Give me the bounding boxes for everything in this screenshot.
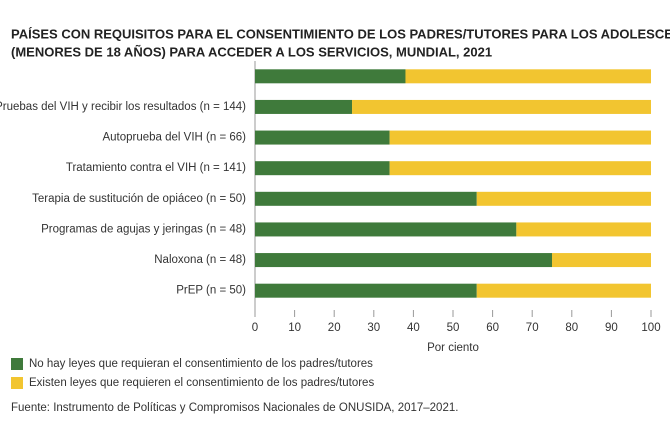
- bar-segment: [255, 130, 390, 145]
- x-tick-label: 50: [447, 322, 460, 334]
- x-axis-label: Por ciento: [427, 342, 479, 354]
- bar-segment: [255, 191, 477, 206]
- y-tick-label: Naloxona (n = 48): [154, 254, 246, 266]
- x-tick-label: 100: [641, 322, 660, 334]
- bar-segment: [255, 222, 517, 237]
- legend-label: No hay leyes que requieran el consentimi…: [29, 358, 373, 370]
- y-tick-label: Tratamiento contra el VIH (n = 141): [66, 162, 246, 174]
- y-tick-label: Autoprueba del VIH (n = 66): [102, 132, 246, 144]
- legend-swatch: [11, 377, 23, 389]
- x-tick-label: 60: [486, 322, 499, 334]
- source-note: Fuente: Instrumento de Políticas y Compr…: [11, 402, 458, 414]
- x-tick-label: 40: [407, 322, 420, 334]
- bar-segment: [255, 283, 477, 298]
- bar-segment: [516, 222, 651, 237]
- bar-segment: [352, 99, 651, 114]
- x-tick-label: 80: [565, 322, 578, 334]
- y-tick-label: Programas de agujas y jeringas (n = 48): [41, 223, 246, 235]
- bar-segment: [405, 69, 651, 84]
- chart-title: PAÍSES CON REQUISITOS PARA EL CONSENTIMI…: [11, 26, 670, 41]
- y-tick-label: PrEP (n = 50): [176, 285, 246, 297]
- bar-segment: [389, 130, 651, 145]
- x-tick-label: 30: [367, 322, 380, 334]
- bar-segment: [476, 191, 651, 206]
- x-tick-label: 90: [605, 322, 618, 334]
- legend-swatch: [11, 358, 23, 370]
- bar-segment: [255, 253, 552, 268]
- x-tick-label: 0: [252, 322, 258, 334]
- bar-segment: [255, 69, 406, 84]
- chart-title: (MENORES DE 18 AÑOS) PARA ACCEDER A LOS …: [11, 44, 492, 59]
- y-tick-label: Pruebas del VIH y recibir los resultados…: [0, 101, 246, 113]
- bar-segment: [552, 253, 651, 268]
- legend-label: Existen leyes que requieren el consentim…: [29, 377, 374, 389]
- bar-segment: [255, 161, 390, 176]
- bar-segment: [255, 99, 353, 114]
- x-tick-label: 10: [288, 322, 301, 334]
- y-tick-label: Terapia de sustitución de opiáceo (n = 5…: [32, 193, 246, 205]
- bar-segment: [476, 283, 651, 298]
- x-tick-label: 20: [328, 322, 341, 334]
- x-tick-label: 70: [526, 322, 539, 334]
- bar-segment: [389, 161, 651, 176]
